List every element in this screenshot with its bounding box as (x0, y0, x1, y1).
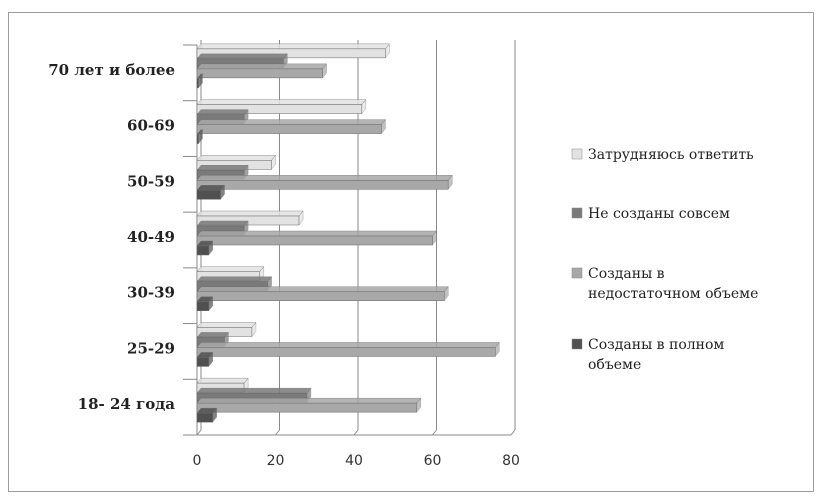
bar-top (196, 165, 249, 171)
bar-side (432, 230, 437, 246)
legend-label: объеме (588, 357, 641, 373)
bar-side (381, 119, 386, 135)
bar-top (196, 63, 328, 70)
x-tick-label: 80 (502, 453, 520, 469)
bar (196, 347, 496, 357)
bar (196, 134, 199, 144)
bar-side (385, 43, 390, 59)
legend-label: Затрудняюсь ответить (588, 147, 754, 163)
category-label: 70 лет и более (48, 61, 175, 79)
legend-label: Не созданы совсем (588, 206, 730, 222)
bar-top (196, 175, 453, 181)
bar-side (444, 286, 449, 302)
bar-top (196, 332, 229, 338)
bar (196, 291, 445, 301)
bar-top (196, 53, 288, 60)
bar-top (196, 322, 257, 328)
x-tick-label: 60 (424, 453, 442, 469)
bar-top (196, 342, 500, 348)
bar (196, 245, 210, 256)
bar-top (196, 185, 225, 191)
bar-side (495, 341, 500, 357)
category-label: 40-49 (127, 228, 175, 246)
legend-swatch (571, 148, 583, 160)
bar (196, 190, 221, 200)
bar-side (208, 240, 213, 256)
bar-side (198, 73, 203, 89)
bar-top (196, 99, 367, 105)
category-label: 25-29 (127, 339, 175, 357)
bar-side (448, 174, 453, 190)
bar-side (208, 296, 213, 312)
bar (196, 78, 199, 89)
bar-side (271, 154, 276, 170)
bar-side (220, 184, 225, 200)
bar-side (416, 397, 421, 413)
bar (196, 180, 449, 190)
bar (196, 124, 382, 134)
bar-top (196, 266, 265, 272)
bar-top (196, 119, 386, 125)
bar-top (196, 276, 273, 282)
category-label: 30-39 (127, 284, 175, 302)
bar-side (212, 407, 217, 423)
x-tick-label: 20 (267, 453, 285, 469)
bar (196, 357, 210, 367)
legend-label: Созданы в полном (588, 337, 724, 353)
gridline-floor (432, 429, 437, 436)
bar (196, 412, 213, 423)
bar (196, 301, 210, 311)
bar-side (361, 99, 367, 115)
bar-top (196, 230, 437, 237)
bar-side (322, 63, 327, 79)
gridline-floor (353, 429, 359, 436)
x-tick-label: 0 (193, 453, 202, 469)
legend-swatch (571, 267, 583, 279)
bar-side (208, 351, 213, 367)
bar-top (196, 43, 390, 50)
bar-side (251, 321, 257, 337)
legend-swatch (571, 207, 583, 219)
chart-frame (8, 12, 814, 492)
bar-top (196, 220, 249, 227)
bar (196, 235, 433, 246)
bar-top (196, 286, 449, 292)
bar-side (298, 210, 304, 226)
legend-label: недостаточном объеме (588, 286, 758, 302)
bar-top (196, 109, 249, 115)
gridline-floor (510, 429, 516, 436)
category-label: 50-59 (127, 172, 175, 190)
bar-top (196, 397, 422, 404)
category-label: 18- 24 года (78, 395, 176, 413)
bar (196, 68, 323, 79)
gridline-floor (275, 429, 280, 436)
bar-top (196, 155, 276, 161)
bar-top (196, 387, 312, 394)
category-label: 60-69 (127, 117, 175, 135)
gridline-floor (196, 429, 202, 436)
x-tick-label: 40 (345, 453, 363, 469)
bar-side (198, 129, 203, 145)
legend-swatch (571, 338, 583, 350)
bar-top (196, 210, 304, 217)
bar-top (196, 377, 249, 384)
bar (196, 402, 418, 413)
legend-label: Созданы в (588, 266, 665, 282)
